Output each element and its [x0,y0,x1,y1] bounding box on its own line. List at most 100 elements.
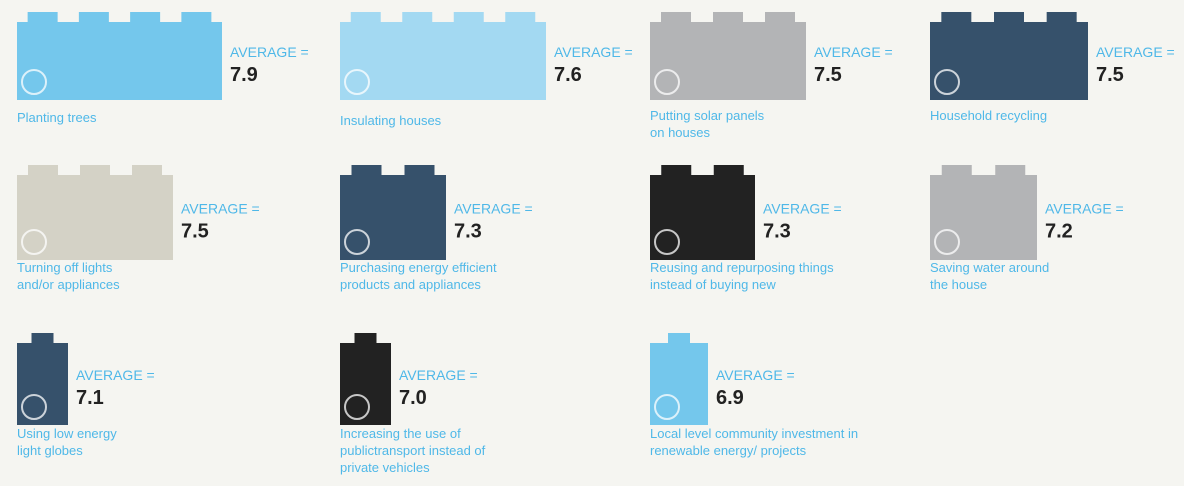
icon [654,394,680,420]
icon [654,69,680,95]
item-label: and/or appliances [17,277,120,292]
item-label: Using low energy [17,426,117,441]
brick-stud [661,165,692,175]
average-label: AVERAGE = [716,367,795,383]
item-label: Planting trees [17,110,97,125]
average-label: AVERAGE = [230,44,309,60]
item-label: Local level community investment in [650,426,858,441]
brick-card: AVERAGE = 7.3 Reusing and repurposing thin… [650,165,842,292]
brick-stud [941,165,972,175]
brick [17,175,173,260]
item-label: instead of buying new [650,277,776,292]
average-value: 7.6 [554,64,582,86]
icon [654,229,680,255]
average-value: 7.5 [181,221,209,243]
icon [934,229,960,255]
brick-stud [661,12,691,22]
brick-stud [132,165,162,175]
average-label: AVERAGE = [763,201,842,217]
average-value: 6.9 [716,387,744,409]
average-value: 7.5 [1096,64,1124,86]
brick-stud [181,12,212,22]
brick-stud [27,12,58,22]
brick-card: AVERAGE = 7.9 Planting trees [17,12,309,125]
icon [21,229,47,255]
brick-stud [404,165,435,175]
item-label: renewable energy/ projects [650,443,807,458]
average-value: 7.5 [814,64,842,86]
average-label: AVERAGE = [1096,44,1175,60]
brick-card: AVERAGE = 7.5 Household recycling [930,12,1175,123]
average-label: AVERAGE = [76,367,155,383]
brick-card: AVERAGE = 7.2 Saving water around the house [930,165,1124,292]
average-label: AVERAGE = [554,44,633,60]
item-label: Saving water around [930,260,1049,275]
average-value: 7.3 [763,221,791,243]
brick [17,343,68,425]
brick-card: AVERAGE = 7.5 Putting solar panels on house… [650,12,893,140]
brick-stud [350,12,381,22]
icon [344,229,370,255]
average-value: 7.1 [76,387,104,409]
brick-stud [402,12,433,22]
item-label: Household recycling [930,108,1047,123]
brick-card: AVERAGE = 7.6 Insulating houses [340,12,633,128]
brick-card: AVERAGE = 7.3 Purchasing energy efficient p… [340,165,533,292]
item-label: private vehicles [340,460,430,475]
icon [344,394,370,420]
brick-stud [1046,12,1077,22]
item-label: Purchasing energy efficient [340,260,497,275]
icon [21,394,47,420]
brick-card: AVERAGE = 7.0 Increasing the use of publict… [340,333,486,475]
item-label: products and appliances [340,277,481,292]
brick-stud [713,12,743,22]
brick-stud [80,165,110,175]
brick-stud [995,165,1026,175]
item-label: on houses [650,125,710,140]
brick-card: AVERAGE = 7.5 Turning off lights and/or app… [17,165,260,292]
brick [650,343,708,425]
icon [21,69,47,95]
brick-stud [31,333,54,343]
icon [934,69,960,95]
brick-stud [765,12,795,22]
brick [340,22,546,100]
brick [650,22,806,100]
item-label: publictransport instead of [340,443,486,458]
average-value: 7.9 [230,64,258,86]
brick-stud [713,165,744,175]
brick [650,175,755,260]
brick-stud [130,12,161,22]
brick-stud [354,333,377,343]
average-value: 7.0 [399,387,427,409]
item-label: Insulating houses [340,113,442,128]
average-value: 7.3 [454,221,482,243]
brick-stud [28,165,58,175]
average-label: AVERAGE = [181,201,260,217]
brick-card: AVERAGE = 6.9 Local level community invest… [650,333,858,458]
brick-stud [668,333,690,343]
average-label: AVERAGE = [1045,201,1124,217]
brick-stud [505,12,536,22]
brick-card: AVERAGE = 7.1 Using low energy light globes [17,333,155,458]
average-label: AVERAGE = [814,44,893,60]
item-label: light globes [17,443,83,458]
item-label: Increasing the use of [340,426,461,441]
average-label: AVERAGE = [454,201,533,217]
brick-stud [453,12,484,22]
brick [930,22,1088,100]
brick-stud [351,165,382,175]
item-label: Reusing and repurposing things [650,260,834,275]
item-label: the house [930,277,987,292]
average-value: 7.2 [1045,221,1073,243]
average-label: AVERAGE = [399,367,478,383]
item-label: Putting solar panels [650,108,765,123]
item-label: Turning off lights [17,260,113,275]
brick-stud [941,12,972,22]
brick-stud [78,12,109,22]
brick [930,175,1037,260]
brick [17,22,222,100]
icon [344,69,370,95]
brick [340,175,446,260]
